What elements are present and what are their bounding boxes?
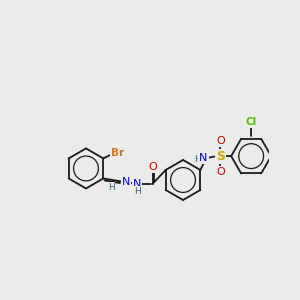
Text: Br: Br [111,148,124,158]
Text: H: H [134,187,141,196]
Text: O: O [148,162,157,172]
Text: Cl: Cl [245,117,257,127]
Text: H: H [108,183,114,192]
Text: S: S [216,150,225,163]
Text: N: N [199,153,208,163]
Text: O: O [216,167,225,176]
Text: O: O [216,136,225,146]
Text: N: N [122,177,130,187]
Text: H: H [194,155,201,164]
Text: N: N [133,179,141,189]
